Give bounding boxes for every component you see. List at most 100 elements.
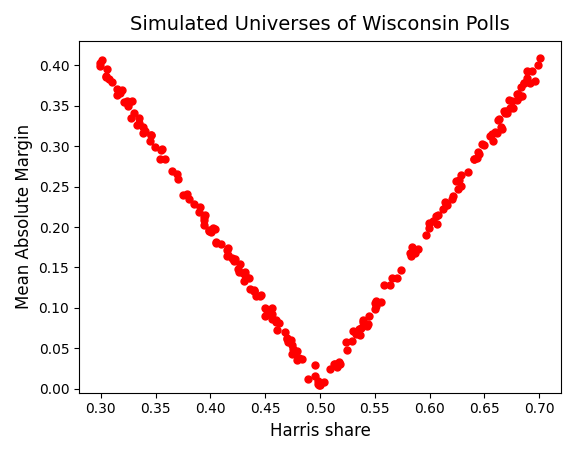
Point [209,224,218,231]
Point [230,255,240,263]
Point [376,298,385,306]
Point [362,323,371,330]
Point [421,232,430,239]
Point [244,275,253,282]
Point [513,91,522,98]
Point [122,98,131,105]
Point [295,354,304,362]
Point [370,305,380,313]
Point [96,60,105,67]
Point [249,287,259,294]
Point [491,129,500,136]
Point [505,105,514,112]
Point [408,243,417,250]
Point [262,305,271,312]
Point [359,318,368,325]
Point [229,257,238,264]
Point [352,330,361,338]
Point [530,77,540,84]
Point [293,357,302,364]
Point [509,104,518,111]
Point [442,201,451,208]
Point [457,182,466,190]
Point [342,346,351,353]
Point [354,325,363,333]
Point [227,254,236,262]
Point [463,168,472,175]
Point [145,137,154,144]
Point [388,274,397,281]
Point [222,247,231,254]
Point [386,281,395,288]
Point [155,156,164,163]
Point [256,291,265,298]
Point [488,137,497,145]
Point [102,66,111,73]
Point [523,74,532,81]
Point [472,154,482,162]
Point [138,123,147,131]
Point [469,156,479,163]
Point [478,140,487,147]
Point [406,253,415,260]
Point [440,198,449,205]
Point [413,245,422,252]
Point [195,203,204,211]
Point [528,67,537,74]
Point [236,260,245,268]
Point [267,311,276,318]
Point [127,97,137,105]
Point [112,86,122,93]
Point [265,309,274,316]
Point [513,96,522,103]
Point [189,201,198,208]
Point [173,175,183,182]
Point [475,150,484,157]
Title: Simulated Universes of Wisconsin Polls: Simulated Universes of Wisconsin Polls [130,15,510,34]
Point [104,76,113,83]
Point [179,191,188,198]
Point [342,338,351,345]
Point [282,334,291,342]
Point [211,238,221,246]
Point [250,288,259,295]
Point [224,245,233,252]
Point [310,361,320,369]
Point [147,131,156,139]
Point [292,347,301,354]
Point [116,90,125,97]
Point [500,110,509,117]
Point [182,190,191,197]
Point [118,86,127,94]
Point [470,156,479,163]
Point [113,92,122,99]
Point [313,377,323,384]
Point [494,115,503,122]
Point [240,272,249,279]
Point [523,68,532,75]
Point [514,91,523,98]
Point [222,253,232,260]
Point [336,361,345,368]
Point [200,213,209,221]
Point [316,381,325,388]
Point [204,227,214,234]
Point [411,249,420,257]
Point [502,107,511,115]
Point [272,326,282,334]
Point [357,324,366,332]
X-axis label: Harris share: Harris share [270,422,370,440]
Point [525,80,535,87]
Point [287,341,297,349]
Point [281,328,290,335]
Point [245,285,255,292]
Point [348,337,357,344]
Point [507,97,516,104]
Point [130,109,139,116]
Point [167,167,176,174]
Point [365,312,374,319]
Point [498,126,507,133]
Point [204,228,213,235]
Point [431,212,441,220]
Point [485,132,494,140]
